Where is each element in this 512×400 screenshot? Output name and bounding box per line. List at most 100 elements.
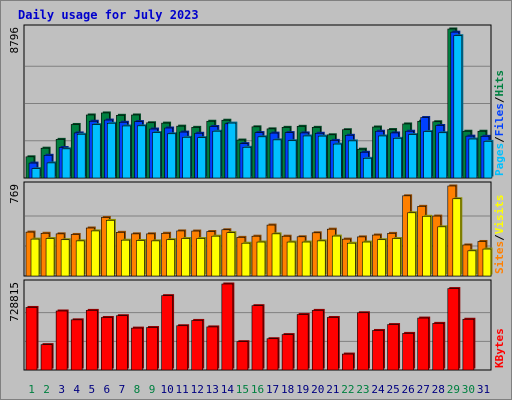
kbytes-bar — [311, 310, 324, 371]
pages-bar — [302, 135, 312, 179]
pages-bar — [363, 158, 372, 179]
visits-bar — [60, 239, 70, 277]
day-label: 21 — [326, 383, 339, 396]
kbytes-legend-entry: KBytes — [493, 328, 506, 368]
day-label: 2 — [43, 383, 50, 396]
kbytes-ymax-label: 728815 — [8, 282, 21, 322]
kbytes-bars — [25, 282, 476, 371]
visits-bar — [181, 238, 190, 277]
kbytes-bar — [85, 310, 98, 371]
visits-bar — [377, 239, 386, 277]
traffic-legend-entry: / — [493, 96, 506, 103]
visits-bar — [256, 241, 266, 277]
pages-bar — [287, 140, 297, 179]
visits-bar — [392, 238, 401, 277]
visits-bar — [316, 240, 326, 277]
visits-bar — [75, 240, 85, 277]
kbytes-bar — [70, 319, 83, 371]
pages-bar — [152, 132, 161, 179]
day-label: 19 — [296, 383, 309, 396]
pages-bar — [137, 125, 146, 179]
pages-bar — [197, 137, 207, 179]
kbytes-bar — [176, 325, 188, 371]
pages-bar — [393, 138, 402, 179]
kbytes-bar — [191, 320, 204, 371]
kbytes-bar — [221, 283, 234, 371]
pages-bar — [122, 125, 131, 179]
kbytes-bar — [357, 312, 369, 371]
pages-bar — [61, 148, 71, 179]
pages-bar — [438, 132, 448, 179]
visits-bar — [226, 232, 236, 277]
pages-bar — [182, 137, 191, 179]
visits-bar — [121, 239, 130, 277]
pages-bar — [332, 143, 342, 179]
day-label: 26 — [402, 383, 415, 396]
day-label: 24 — [371, 383, 385, 396]
visits-bar — [301, 241, 311, 277]
kbytes-bar — [326, 317, 339, 371]
day-label: 27 — [417, 383, 430, 396]
day-label: 18 — [281, 383, 294, 396]
pages-bar — [227, 122, 237, 179]
pages-bar — [257, 136, 267, 179]
kbytes-bar — [417, 317, 429, 371]
kbytes-bar — [296, 314, 309, 371]
day-label: 12 — [191, 383, 204, 396]
visits-bar — [437, 226, 447, 277]
day-label: 3 — [58, 383, 65, 396]
kbytes-legend: KBytes — [493, 328, 506, 368]
day-label: 23 — [356, 383, 369, 396]
pages-bar — [167, 133, 176, 179]
kbytes-bar — [25, 307, 38, 371]
day-label: 22 — [341, 383, 354, 396]
day-label: 8 — [134, 383, 141, 396]
pages-bar — [76, 133, 86, 179]
traffic-legend-entry: Pages — [493, 143, 506, 176]
day-label: 20 — [311, 383, 324, 396]
visits-bar — [45, 238, 55, 277]
pages-bar — [348, 140, 357, 179]
traffic-legend-entry: Hits — [493, 70, 506, 97]
kbytes-bar — [342, 353, 354, 371]
pages-bar — [91, 124, 101, 179]
day-label: 30 — [462, 383, 475, 396]
kbytes-bar — [161, 295, 173, 371]
traffic-legend-entry: Files — [493, 103, 506, 136]
visits-bar — [90, 230, 100, 277]
pages-bar — [408, 134, 417, 179]
chart-title: Daily usage for July 2023 — [18, 8, 199, 22]
pages-bar — [483, 141, 493, 179]
kbytes-bar — [101, 317, 113, 371]
visits-bar — [241, 242, 251, 277]
visits-bar — [136, 240, 145, 277]
kbytes-bar — [281, 334, 294, 371]
visits-bar — [452, 198, 462, 277]
visits-bar — [482, 248, 492, 277]
visits-bar — [151, 240, 160, 277]
day-label: 1 — [28, 383, 35, 396]
pages-bar — [453, 35, 463, 179]
kbytes-bar — [131, 327, 143, 371]
visits-bar — [347, 242, 356, 277]
traffic-legend: Pages/Files/Hits — [493, 70, 506, 176]
day-label: 11 — [176, 383, 189, 396]
pages-bar — [46, 162, 56, 179]
kbytes-bar — [372, 330, 384, 371]
day-label: 6 — [104, 383, 111, 396]
day-label: 28 — [432, 383, 445, 396]
visits-bar — [422, 216, 431, 277]
kbytes-bar — [40, 344, 53, 371]
pages-bar — [212, 130, 222, 179]
day-label: 5 — [88, 383, 95, 396]
day-labels: 1 2 3 4 5 6 7 8 9 10 11 12 13 14 15 16 17 18 19 20 21 22 23 24 2… — [28, 383, 490, 396]
day-label: 4 — [73, 383, 80, 396]
kbytes-bar — [55, 310, 68, 371]
chart-panels: 8796Pages/Files/Hits769Sites/Visits72881… — [8, 24, 506, 371]
day-label: 14 — [221, 383, 235, 396]
day-label: 9 — [149, 383, 156, 396]
day-label: 25 — [386, 383, 399, 396]
day-label: 15 — [236, 383, 249, 396]
